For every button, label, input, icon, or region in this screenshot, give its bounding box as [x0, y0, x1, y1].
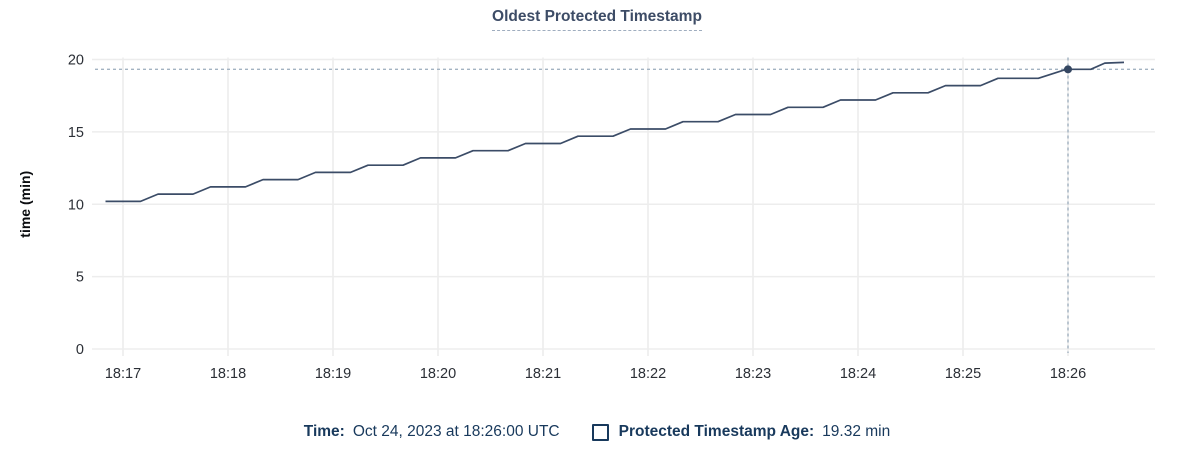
legend-item-protected-timestamp-age[interactable]: Protected Timestamp Age: 19.32 min [591, 423, 891, 441]
y-tick-label: 0 [76, 342, 84, 358]
x-tick-label: 18:21 [525, 366, 561, 382]
y-tick-label: 5 [76, 270, 84, 286]
chart-hover-legend: Time: Oct 24, 2023 at 18:26:00 UTC Prote… [0, 423, 1194, 441]
series-line-protected-timestamp-age [105, 61, 1125, 203]
y-tick-label: 10 [68, 197, 84, 213]
timeseries-chart-plot-area[interactable]: 0 5 10 15 20 18:17 18:18 18:19 18:20 18:21 18:22 18… [0, 0, 1194, 410]
highlight-dot [1064, 65, 1072, 74]
y-axis-label: time (min) [17, 171, 33, 238]
legend-time-value: Oct 24, 2023 at 18:26:00 UTC [352, 423, 560, 440]
legend-series-swatch-icon[interactable] [591, 423, 609, 441]
x-tick-label: 18:19 [315, 366, 351, 382]
x-tick-label: 18:17 [105, 366, 141, 382]
x-tick-label: 18:23 [735, 366, 771, 382]
chart-title[interactable]: Oldest Protected Timestamp [492, 8, 702, 31]
x-tick-label: 18:18 [210, 366, 246, 382]
y-tick-label: 20 [68, 53, 84, 69]
legend-time-label: Time: [303, 423, 345, 440]
legend-time-group: Time: Oct 24, 2023 at 18:26:00 UTC [304, 423, 560, 441]
x-tick-label: 18:20 [420, 366, 456, 382]
x-tick-label: 18:24 [840, 366, 876, 382]
x-tick-label: 18:26 [1050, 366, 1086, 382]
x-tick-label: 18:22 [630, 366, 666, 382]
chart-title-row: Oldest Protected Timestamp [0, 8, 1194, 31]
legend-series-value: 19.32 min [822, 423, 891, 440]
legend-series-label: Protected Timestamp Age: [618, 423, 815, 440]
y-tick-label: 15 [68, 125, 84, 141]
x-tick-label: 18:25 [945, 366, 981, 382]
